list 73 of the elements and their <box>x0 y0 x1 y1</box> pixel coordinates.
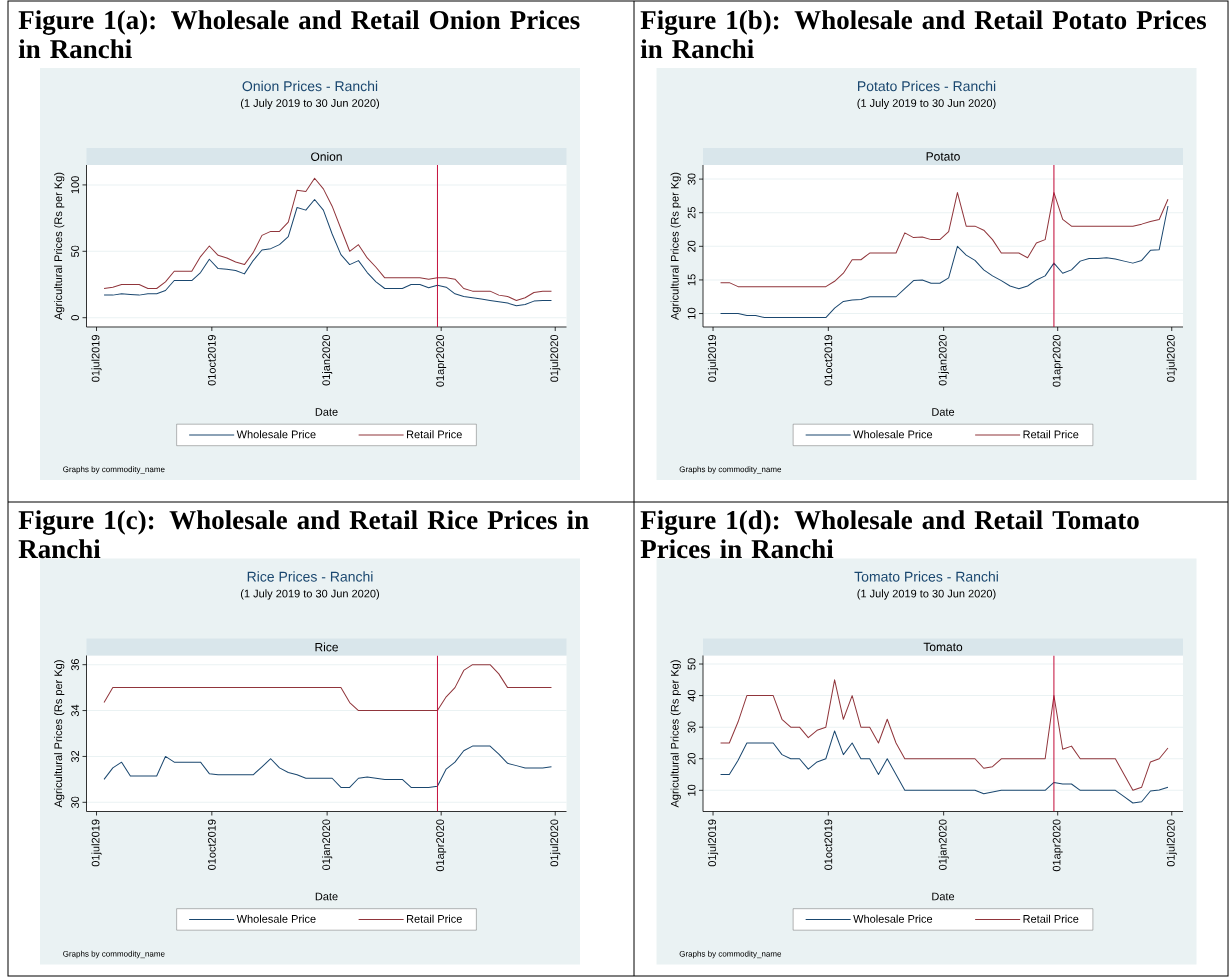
legend-label: Wholesale Price <box>853 430 933 439</box>
legend-label: Wholesale Price <box>853 914 933 923</box>
y-tick-label: 50 <box>687 658 696 670</box>
x-axis-title: Date <box>932 408 955 416</box>
caption: Figure 1(a): Wholesale and Retail Onion Prices in Ranchi <box>18 10 580 59</box>
chart-title: Onion Prices - Ranchi <box>242 80 378 92</box>
y-tick-label: 40 <box>687 689 696 702</box>
x-axis-title: Date <box>315 892 338 901</box>
x-tick-label: 01jul2019 <box>707 819 719 867</box>
x-tick-label: 01apr2020 <box>1052 819 1063 872</box>
x-tick-label: 01oct2019 <box>824 819 833 870</box>
text: Graphs by commodity_name <box>63 466 165 474</box>
y-tick-label: 100 <box>71 176 79 194</box>
chart-subtitle: (1 July 2019 to 30 Jun 2020) <box>240 589 379 600</box>
x-tick-label: 01jul2020 <box>550 334 561 382</box>
y-axis-title: Agricultural Prices (Rs per Kg) <box>670 660 681 808</box>
x-axis-title: Date <box>315 408 338 416</box>
legend-label: Retail Price <box>407 430 462 439</box>
y-tick-label: 25 <box>687 207 696 219</box>
chart-title: Tomato Prices - Ranchi <box>854 571 998 582</box>
chart-title: Rice Prices - Ranchi <box>247 571 373 582</box>
x-tick-label: 01jan2020 <box>938 819 949 870</box>
chart-subtitle: (1 July 2019 to 30 Jun 2020) <box>857 98 996 110</box>
chart-subtitle: (1 July 2019 to 30 Jun 2020) <box>857 589 996 600</box>
x-tick-label: 01apr2020 <box>436 819 447 872</box>
x-axis-title: Date <box>932 892 955 901</box>
x-tick-label: 01jul2020 <box>550 819 561 867</box>
legend-label: Retail Price <box>1023 430 1079 439</box>
y-tick-label: 0 <box>71 315 79 321</box>
chart-title: Potato Prices - Ranchi <box>858 80 996 92</box>
y-tick-label: 30 <box>687 173 696 185</box>
y-tick-label: 36 <box>71 659 79 671</box>
legend-label: Retail Price <box>1023 914 1079 923</box>
y-tick-label: 32 <box>71 750 79 763</box>
x-tick-label: 01apr2020 <box>436 334 447 387</box>
text: Onion <box>311 152 342 161</box>
x-tick-label: 01apr2020 <box>1052 334 1063 387</box>
x-tick-label: 01jul2019 <box>707 335 719 382</box>
x-tick-label: 01jul2019 <box>91 335 102 382</box>
legend-label: Wholesale Price <box>236 430 316 439</box>
x-tick-label: 01jan2020 <box>938 334 949 386</box>
text: Graphs by commodity_name <box>679 950 782 959</box>
y-tick-label: 30 <box>71 796 79 809</box>
x-tick-label: 01oct2019 <box>207 335 216 386</box>
y-axis-title: Agricultural Prices (Rs per Kg) <box>54 660 65 808</box>
chart-subtitle: (1 July 2019 to 30 Jun 2020) <box>240 98 379 110</box>
y-tick-label: 20 <box>687 753 696 765</box>
x-tick-label: 01jul2019 <box>91 819 102 867</box>
y-tick-label: 34 <box>71 704 79 717</box>
text: Rice <box>315 642 338 652</box>
text: Tomato <box>923 642 963 652</box>
x-tick-label: 01jan2020 <box>322 334 333 386</box>
y-tick-label: 20 <box>687 240 696 252</box>
x-tick-label: 01oct2019 <box>207 819 216 870</box>
x-tick-label: 01jan2020 <box>322 819 333 870</box>
y-axis-title: Agricultural Prices (Rs per Kg) <box>670 172 681 320</box>
y-tick-label: 10 <box>687 307 696 319</box>
y-tick-label: 50 <box>71 245 79 257</box>
y-tick-label: 15 <box>687 274 696 286</box>
legend-label: Wholesale Price <box>236 914 316 923</box>
caption: Figure 1(d): Wholesale and Retail Tomato Prices in Ranchi <box>640 510 1139 559</box>
caption: Figure 1(b): Wholesale and Retail Potato Prices in Ranchi <box>640 10 1206 59</box>
text: Graphs by commodity_name <box>63 950 165 959</box>
text: Graphs by commodity_name <box>679 466 782 474</box>
y-axis-title: Agricultural Prices (Rs per Kg) <box>54 172 65 320</box>
x-tick-label: 01jul2020 <box>1166 819 1177 867</box>
y-tick-label: 10 <box>687 784 696 796</box>
legend-label: Retail Price <box>407 914 462 923</box>
caption: Figure 1(c): Wholesale and Retail Rice Prices in Ranchi <box>18 510 589 559</box>
x-tick-label: 01jul2020 <box>1166 334 1177 382</box>
y-tick-label: 30 <box>687 721 696 733</box>
text: Potato <box>926 152 960 161</box>
x-tick-label: 01oct2019 <box>824 335 833 386</box>
